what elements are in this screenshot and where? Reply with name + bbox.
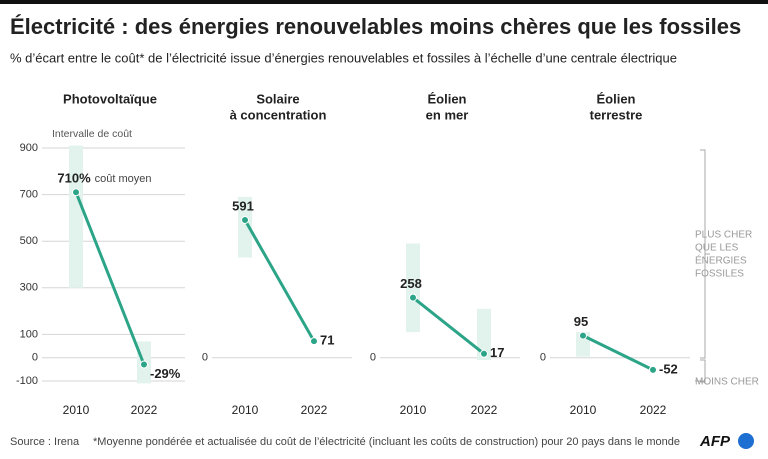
- brace: [700, 149, 710, 359]
- side-label: FOSSILES: [695, 269, 744, 280]
- line: [412, 296, 485, 355]
- panel-title: Éolien: [427, 91, 466, 106]
- chart-title: Électricité : des énergies renouvelables…: [10, 14, 741, 39]
- point: [72, 188, 80, 197]
- side-label: ÉNERGIES: [695, 254, 747, 267]
- y-tick-label: 0: [32, 352, 38, 364]
- x-tick-label: 2022: [301, 403, 328, 417]
- cost-range: [406, 243, 420, 333]
- y-tick-label: 100: [20, 328, 38, 340]
- footnote: *Moyenne pondérée et actualisée du coût …: [93, 436, 680, 448]
- panel-title: terrestre: [590, 107, 643, 122]
- value-label: 710%: [57, 171, 91, 186]
- x-tick-label: 2010: [232, 403, 259, 417]
- x-tick-label: 2010: [400, 403, 427, 417]
- panel-title: en mer: [426, 107, 469, 122]
- value-label: 95: [574, 314, 588, 329]
- cost-range: [69, 145, 83, 288]
- top-bar: [0, 0, 768, 4]
- y-tick-label: 700: [20, 188, 38, 200]
- value-label: -29%: [150, 366, 181, 381]
- source: Source : Irena: [10, 436, 80, 448]
- x-tick-label: 2022: [640, 403, 667, 417]
- line: [243, 219, 316, 342]
- brace: [695, 359, 706, 383]
- x-tick-label: 2010: [570, 403, 597, 417]
- panel-title: Photovoltaïque: [63, 91, 157, 106]
- y-tick-label: 300: [20, 282, 38, 294]
- y-tick-label: 500: [20, 235, 38, 247]
- point-annotation: coût moyen: [95, 173, 152, 185]
- line: [74, 191, 146, 366]
- logo: AFP: [699, 433, 731, 450]
- x-tick-label: 2010: [63, 403, 90, 417]
- value-label: 258: [400, 276, 422, 291]
- subtitle: % d’écart entre le coût* de l’électricit…: [10, 50, 677, 65]
- cost-range: [238, 196, 252, 258]
- x-tick-label: 2022: [131, 403, 158, 417]
- value-label: 71: [320, 333, 334, 348]
- point: [579, 331, 587, 340]
- panel-title: à concentration: [230, 107, 327, 122]
- point: [241, 215, 249, 224]
- band-label: Intervalle de coût: [52, 128, 132, 140]
- point: [409, 293, 417, 302]
- point: [140, 360, 148, 369]
- y-tick-label: 0: [370, 352, 376, 364]
- side-label: PLUS CHER: [695, 230, 752, 241]
- line: [582, 334, 654, 372]
- y-tick-label: 900: [20, 142, 38, 154]
- logo-dot: [738, 433, 754, 449]
- y-tick-label: 0: [540, 352, 546, 364]
- side-label: QUE LES: [695, 243, 739, 254]
- side-label: MOINS CHER: [695, 377, 759, 388]
- point: [310, 337, 318, 346]
- y-tick-label: -100: [16, 375, 38, 387]
- panel-title: Solaire: [256, 91, 299, 106]
- point: [649, 365, 657, 374]
- panel-title: Éolien: [596, 91, 635, 106]
- point: [480, 349, 488, 358]
- value-label: 591: [232, 198, 254, 213]
- x-tick-label: 2022: [471, 403, 498, 417]
- value-label: -52: [659, 361, 678, 376]
- cost-range: [477, 308, 491, 361]
- value-label: 17: [490, 345, 504, 360]
- y-tick-label: 0: [202, 352, 208, 364]
